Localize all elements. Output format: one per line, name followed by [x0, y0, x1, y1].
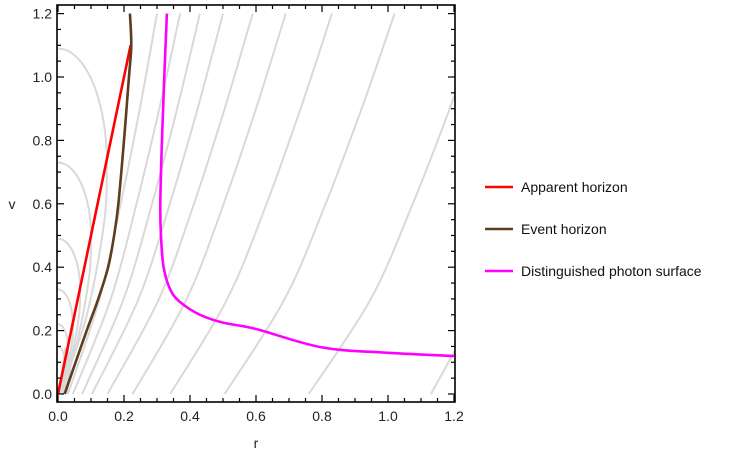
- x-axis-label: r: [254, 435, 259, 451]
- outgoing-null-ray: [66, 13, 158, 395]
- legend: Apparent horizon Event horizon Distinguish…: [485, 179, 702, 279]
- trapped-null-ray: [57, 47, 108, 392]
- x-tick-label: 0.4: [180, 408, 200, 424]
- trapped-null-ray: [57, 237, 82, 392]
- x-tick-label: 0.6: [246, 408, 266, 424]
- outgoing-null-ray: [106, 13, 254, 395]
- plot-frame: [56, 4, 456, 403]
- y-tick-label: 1.0: [33, 69, 53, 85]
- outgoing-null-ray: [430, 348, 455, 395]
- y-tick-label: 0.8: [33, 132, 53, 148]
- y-axis-label: v: [9, 196, 16, 212]
- null-rays: [57, 13, 455, 395]
- outgoing-null-ray: [81, 13, 201, 395]
- y-tick-label: 1.2: [33, 6, 53, 22]
- trapped-null-ray: [57, 161, 93, 392]
- trapped-null-ray: [57, 288, 74, 392]
- x-tick-label: 0.8: [312, 408, 332, 424]
- x-tick-label: 1.2: [444, 408, 464, 424]
- series-line-apparent-horizon: [57, 45, 132, 395]
- y-tick-label: 0.6: [33, 196, 53, 212]
- series-line-distinguished-photon-surface: [158, 13, 455, 358]
- legend-item: Apparent horizon: [485, 179, 628, 195]
- outgoing-null-ray: [169, 13, 333, 395]
- series-line-event-horizon: [63, 13, 133, 395]
- outgoing-null-ray: [307, 91, 455, 395]
- legend-label: Event horizon: [521, 221, 607, 237]
- x-tick-label: 0.0: [48, 408, 68, 424]
- x-tick-label: 0.2: [114, 408, 134, 424]
- legend-item: Event horizon: [485, 221, 607, 237]
- outgoing-null-ray: [131, 13, 287, 395]
- series-layer: [57, 13, 455, 395]
- outgoing-null-ray: [223, 13, 396, 395]
- ticks: 0.0 0.2 0.4 0.6 0.8 1.0 1.2 0.0 0.2 0.4 0.6 0.8 1.0 1…: [33, 5, 464, 424]
- y-tick-label: 0.0: [33, 386, 53, 402]
- outgoing-null-ray: [91, 13, 224, 395]
- y-tick-label: 0.2: [33, 323, 53, 339]
- legend-label: Distinguished photon surface: [521, 263, 702, 279]
- outgoing-null-ray: [71, 13, 182, 395]
- y-tick-label: 0.4: [33, 259, 53, 275]
- x-tick-label: 1.0: [378, 408, 398, 424]
- legend-item: Distinguished photon surface: [485, 263, 702, 279]
- legend-label: Apparent horizon: [521, 179, 628, 195]
